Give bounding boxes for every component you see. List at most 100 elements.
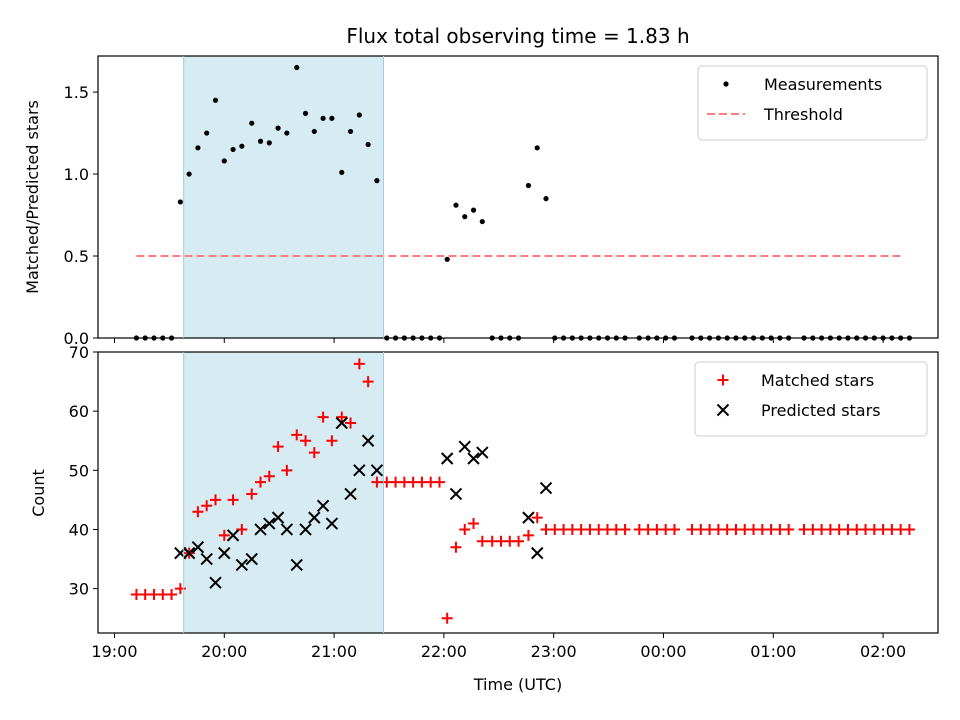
matched-stars-point (459, 523, 471, 535)
predicted-stars-point (308, 511, 321, 524)
top-y-axis-label: Matched/Predicted stars (23, 100, 42, 294)
matched-stars-point (619, 523, 631, 535)
y-tick-label: 0.0 (64, 329, 89, 348)
legend-box (697, 65, 928, 141)
bottom-scatter-points (130, 358, 915, 624)
top-shaded-interval (183, 56, 384, 338)
predicted-stars-point (271, 511, 285, 524)
measurements-point (275, 125, 281, 131)
measurements-point (320, 115, 326, 121)
measurements-point (302, 110, 309, 116)
matched-stars-point (263, 470, 275, 482)
predicted-stars-point (539, 481, 553, 495)
legend-label: Matched stars (761, 371, 874, 390)
x-axis-label: Time (UTC) (473, 675, 562, 694)
x-tick-label: 02:00 (860, 642, 906, 661)
predicted-stars-point (476, 446, 489, 459)
predicted-stars-point (245, 552, 258, 566)
matched-stars-point (783, 523, 795, 535)
matched-stars-point (362, 376, 374, 388)
matched-stars-point (468, 518, 480, 530)
chart-title: Flux total observing time = 1.83 h (346, 24, 689, 48)
x-tick-label: 00:00 (640, 642, 686, 661)
matched-stars-point (192, 506, 204, 518)
predicted-stars-point (531, 546, 544, 560)
matched-stars-point (272, 441, 284, 453)
bottom-y-ticks: 30 40 50 60 70 (69, 343, 98, 599)
top-x-ticks (113, 338, 884, 343)
matched-stars-point (513, 535, 525, 547)
matched-stars-point (300, 435, 312, 447)
measurements-point (177, 199, 183, 205)
legend-swatch (723, 81, 729, 87)
predicted-stars-point (191, 541, 205, 554)
measurements-point (212, 97, 219, 103)
matched-stars-point (281, 464, 293, 476)
matched-stars-point (166, 589, 178, 601)
predicted-stars-point (440, 452, 454, 465)
matched-stars-point (246, 488, 258, 500)
measurements-point (339, 169, 345, 176)
predicted-stars-point (254, 523, 267, 536)
y-tick-label: 40 (69, 520, 89, 539)
bottom-x-ticks: 19:00 20:00 21:00 22:00 23:00 00:00 01:00 02:00 (91, 633, 906, 661)
matched-stars-point (308, 447, 320, 459)
measurements-point (347, 128, 354, 135)
x-tick-label: 22:00 (421, 642, 467, 661)
measurements-point (356, 112, 362, 118)
measurements-point (204, 130, 210, 136)
predicted-stars-point (458, 440, 471, 453)
measurements-point (186, 171, 192, 177)
legend-label: Measurements (764, 75, 882, 94)
predicted-stars-point (522, 511, 535, 524)
top-y-ticks: 0.0 0.5 1.0 1.5 (64, 83, 98, 348)
legend-label: Predicted stars (761, 401, 881, 420)
top-legend: Measurements Threshold (697, 65, 928, 141)
predicted-stars-point (299, 523, 312, 536)
y-tick-label: 50 (69, 461, 89, 480)
predicted-stars-point (370, 464, 384, 477)
bottom-legend: Matched stars Predicted stars (694, 361, 928, 437)
bottom-y-axis-label: Count (29, 469, 48, 517)
matched-stars-point (371, 476, 383, 488)
predicted-stars-point (325, 517, 339, 530)
matched-stars-point (227, 494, 239, 506)
measurements-point (257, 138, 264, 144)
y-tick-label: 0.5 (64, 247, 89, 266)
measurements-point (221, 158, 227, 164)
matched-stars-point (522, 529, 534, 541)
bottom-panel: 30 40 50 60 70 19:00 20:00 21:00 22:00 23:00 00:0… (29, 343, 939, 694)
y-tick-label: 60 (69, 402, 89, 421)
matched-stars-point (336, 411, 348, 423)
predicted-stars-point (449, 487, 463, 501)
y-tick-label: 30 (69, 580, 89, 599)
predicted-stars-point (218, 546, 231, 560)
legend-swatch (716, 403, 730, 417)
measurements-point (311, 128, 317, 135)
x-tick-label: 19:00 (91, 642, 137, 661)
predicted-stars-point (316, 499, 330, 513)
predicted-stars-point (344, 487, 357, 501)
matched-stars-point (317, 411, 329, 423)
measurements-point (239, 143, 245, 149)
matched-stars-point (450, 541, 462, 553)
x-tick-label: 20:00 (201, 642, 247, 661)
predicted-stars-point (361, 434, 375, 447)
measurements-point (444, 256, 450, 262)
matched-stars-point (209, 494, 221, 506)
measurements-point (479, 218, 485, 225)
predicted-stars-point (235, 558, 249, 572)
measurements-point (249, 120, 255, 126)
measurements-point (266, 140, 272, 146)
measurements-point (230, 146, 236, 153)
matched-stars-point (291, 429, 303, 441)
matched-stars-point (353, 358, 365, 370)
matched-stars-point (903, 523, 915, 535)
legend-label: Threshold (763, 105, 843, 124)
bottom-shaded-interval (183, 352, 384, 633)
predicted-stars-point (263, 517, 276, 530)
matched-stars-point (218, 529, 230, 541)
predicted-stars-point (467, 452, 480, 465)
top-panel: 0.0 0.5 1.0 1.5 Matched/Predicted stars Mea… (23, 55, 939, 348)
